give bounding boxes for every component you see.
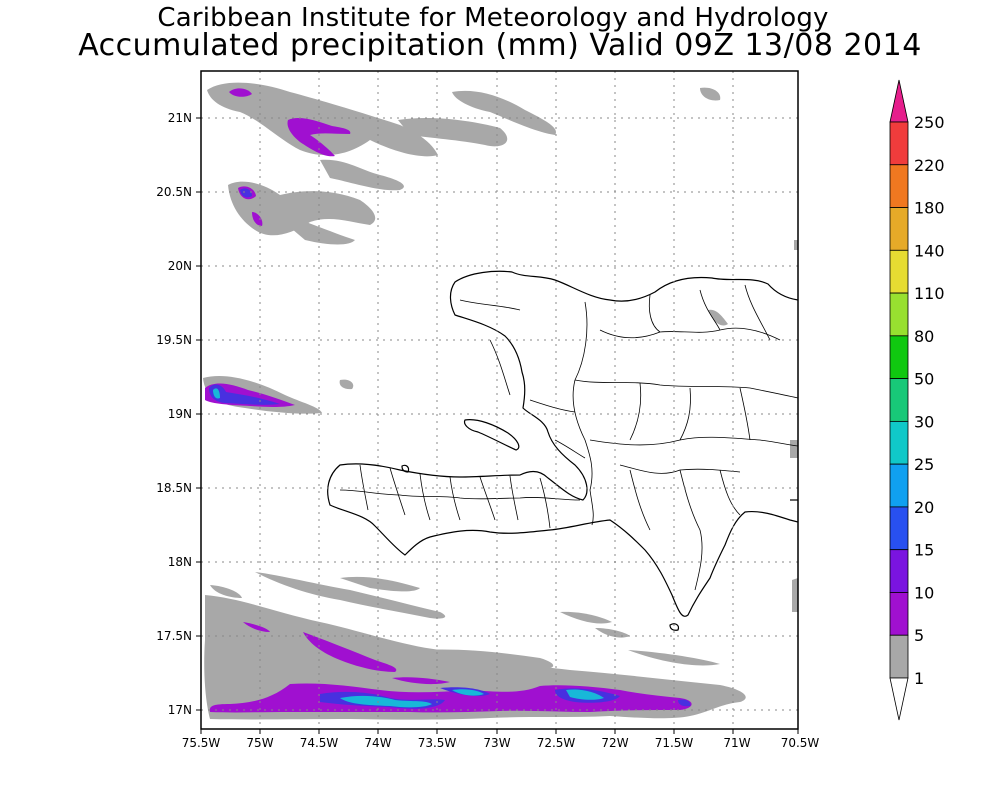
lon-label: 74.5W [300,736,339,750]
precip-layer-1-5mm [203,82,798,720]
map-frame [200,70,799,730]
lon-label: 75.5W [182,736,221,750]
axis-ticks [196,117,799,734]
legend-swatch [889,164,909,208]
map-title-institute: Caribbean Institute for Meteorology and … [157,3,829,33]
legend-level-label: 220 [914,156,945,175]
lat-label: 20N [168,259,192,273]
legend-swatch [889,420,909,465]
lon-label: 75W [246,736,273,750]
legend-level-label: 50 [914,370,934,389]
legend-arrow-min [889,677,909,721]
legend-level-label: 25 [914,455,934,474]
lat-label: 17N [168,703,192,717]
legend-swatch [889,592,909,636]
legend-level-label: 15 [914,541,934,560]
map-title-product: Accumulated precipitation (mm) Valid 09Z… [78,28,922,63]
legend-swatch [889,292,909,337]
lat-label: 17.5N [156,629,192,643]
legend-swatch [889,249,909,294]
legend-level-label: 80 [914,327,934,346]
legend-swatch [889,378,909,422]
lon-label: 74W [364,736,391,750]
legend-swatch [889,207,909,251]
legend-arrow-max [889,79,909,123]
lat-label: 19.5N [156,333,192,347]
legend-level-label: 180 [914,199,945,218]
legend-level-label: 250 [914,113,945,132]
longitude-labels: 75.5W 75W 74.5W 74W 73.5W 73W 72.5W 72W … [182,736,820,750]
lon-label: 72W [601,736,628,750]
legend-level-label: 20 [914,498,934,517]
legend-level-label: 140 [914,241,945,260]
legend-swatch [889,335,909,380]
legend-swatch [889,463,909,508]
hispaniola-coastline [327,270,798,631]
legend-level-label: 5 [914,626,924,645]
admin-boundaries [339,284,798,591]
precip-layer-5-10mm [205,88,692,713]
legend-level-label: 1 [914,669,924,688]
lat-label: 18.5N [156,481,192,495]
legend-swatch [889,549,909,593]
lon-label: 72.5W [537,736,576,750]
legend-swatch [889,634,909,679]
lon-label: 73.5W [418,736,457,750]
lon-label: 70.5W [781,736,820,750]
legend-level-label: 10 [914,583,934,602]
legend-level-label: 30 [914,412,934,431]
latitude-labels: 21N 20.5N 20N 19.5N 19N 18.5N 18N 17.5N … [156,111,192,717]
legend-swatch [889,121,909,166]
precip-layer-20-30mm [213,388,604,708]
legend-level-label: 110 [914,284,945,303]
lon-label: 73W [483,736,510,750]
legend-swatch [889,506,909,551]
lat-label: 18N [168,555,192,569]
lon-label: 71W [723,736,750,750]
lon-label: 71.5W [655,736,694,750]
lat-label: 21N [168,111,192,125]
lat-label: 20.5N [156,185,192,199]
lat-label: 19N [168,407,192,421]
graticule [201,71,798,729]
